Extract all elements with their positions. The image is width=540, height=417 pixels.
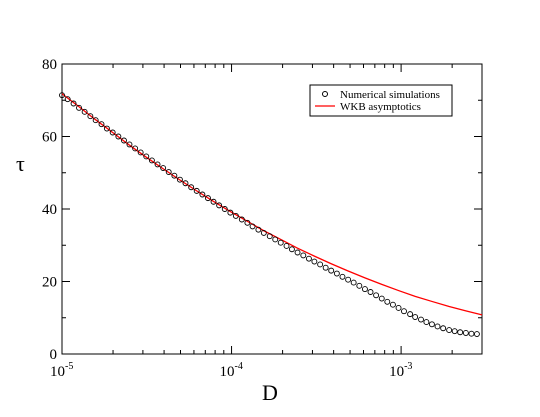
data-point xyxy=(378,295,385,302)
data-point xyxy=(260,229,267,236)
data-point xyxy=(423,319,430,326)
data-point xyxy=(434,323,441,330)
legend: Numerical simulations WKB asymptotics xyxy=(309,84,453,117)
data-point xyxy=(70,100,77,107)
data-point xyxy=(132,145,139,152)
data-point xyxy=(317,261,324,268)
data-point xyxy=(176,176,183,183)
y-tick-label: 20 xyxy=(42,275,57,291)
data-point xyxy=(160,165,167,171)
data-point xyxy=(98,121,105,128)
data-point xyxy=(188,184,195,191)
data-point xyxy=(143,153,150,160)
data-point xyxy=(395,305,402,311)
data-point xyxy=(182,180,189,187)
data-point xyxy=(294,249,301,256)
data-point xyxy=(137,149,144,156)
wkb-line xyxy=(61,93,483,316)
data-point xyxy=(87,113,94,120)
data-point xyxy=(103,125,110,132)
data-point xyxy=(389,301,396,308)
y-tick-label: 0 xyxy=(50,347,58,363)
data-point xyxy=(216,202,223,209)
data-point xyxy=(350,279,357,286)
data-point xyxy=(311,258,318,265)
data-point xyxy=(154,161,161,168)
data-point xyxy=(401,308,407,315)
data-point xyxy=(272,236,279,243)
x-tick-label: 10-4 xyxy=(220,361,243,380)
numerical-series xyxy=(59,92,480,338)
data-point xyxy=(367,289,374,295)
data-point xyxy=(277,239,284,246)
data-point xyxy=(288,246,295,253)
data-point xyxy=(407,311,414,318)
data-point xyxy=(205,195,211,202)
data-point xyxy=(339,273,346,280)
data-point xyxy=(115,133,122,140)
data-point xyxy=(305,255,312,262)
y-tick-label: 60 xyxy=(42,130,57,146)
data-point xyxy=(473,331,480,338)
data-point xyxy=(148,157,155,164)
data-point xyxy=(418,316,424,323)
data-point xyxy=(92,117,99,124)
legend-box xyxy=(309,84,453,117)
data-point xyxy=(300,252,307,259)
data-point xyxy=(462,330,469,336)
data-point xyxy=(59,92,65,99)
x-tick-label: 10-3 xyxy=(389,361,412,380)
data-point xyxy=(232,212,239,219)
data-point xyxy=(249,223,256,230)
y-tick-label: 40 xyxy=(42,202,57,218)
data-point xyxy=(64,96,71,103)
data-point xyxy=(283,243,290,249)
x-tick-label: 10-5 xyxy=(50,361,73,380)
data-point xyxy=(412,314,419,320)
data-point xyxy=(255,226,262,233)
y-axis-label: τ xyxy=(16,151,25,176)
data-point xyxy=(193,187,200,194)
data-point xyxy=(356,282,363,289)
data-point xyxy=(322,264,329,271)
data-point xyxy=(227,209,234,216)
data-point xyxy=(362,286,368,293)
legend-label-numerical: Numerical simulations xyxy=(340,89,440,101)
legend-marker-numerical xyxy=(322,91,328,97)
data-point xyxy=(446,327,453,334)
data-point xyxy=(81,108,88,115)
data-point xyxy=(373,292,380,299)
data-point xyxy=(121,137,127,144)
data-point xyxy=(126,141,133,148)
data-point xyxy=(238,216,245,223)
data-point xyxy=(328,267,335,274)
data-point xyxy=(165,169,172,175)
data-point xyxy=(440,325,447,332)
axis-tick-labels: 10-5 10-4 10-3 0 20 40 60 80 xyxy=(42,57,412,380)
data-point xyxy=(171,172,178,179)
data-point xyxy=(333,270,340,277)
data-point xyxy=(428,321,435,328)
data-point xyxy=(221,206,228,212)
data-point xyxy=(210,198,217,205)
data-point xyxy=(345,276,352,283)
data-point xyxy=(109,129,116,136)
x-axis-label: D xyxy=(262,380,278,405)
data-point xyxy=(451,328,458,335)
legend-label-wkb: WKB asymptotics xyxy=(340,101,421,113)
y-tick-label: 80 xyxy=(42,57,57,73)
data-point xyxy=(244,219,251,226)
axis-ticks xyxy=(61,63,483,355)
data-point xyxy=(384,298,391,305)
data-point xyxy=(266,233,273,240)
wkb-series xyxy=(61,93,483,316)
data-point xyxy=(199,191,206,198)
data-point xyxy=(457,329,464,336)
data-point xyxy=(76,104,82,111)
data-point xyxy=(468,330,475,337)
